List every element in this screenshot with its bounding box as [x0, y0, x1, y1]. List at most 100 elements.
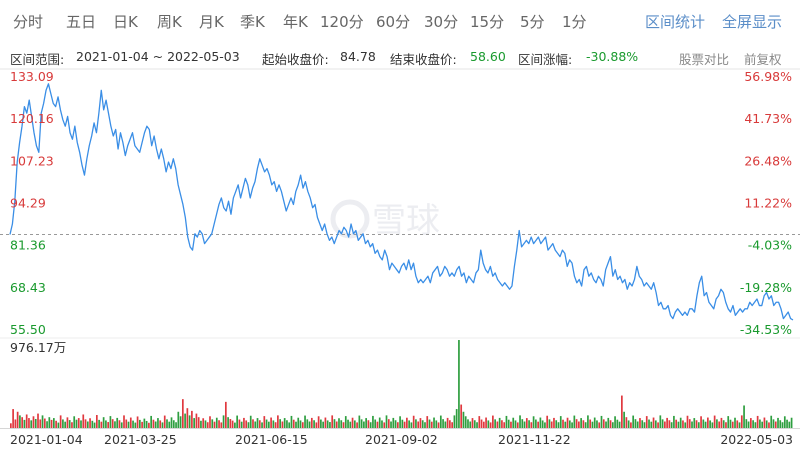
- volume-bar: [480, 419, 483, 428]
- volume-bar: [503, 422, 506, 428]
- volume-bar: [240, 421, 243, 428]
- volume-bar: [550, 421, 553, 428]
- volume-bar: [684, 422, 687, 428]
- volume-bar: [661, 419, 664, 428]
- volume-bar: [727, 416, 730, 428]
- volume-bar: [611, 422, 614, 428]
- volume-bar: [317, 416, 320, 428]
- tab-9[interactable]: 30分: [424, 13, 459, 31]
- volume-bar: [71, 422, 73, 428]
- tab-11[interactable]: 5分: [520, 13, 545, 31]
- volume-bar: [559, 416, 562, 428]
- volume-bar: [578, 421, 580, 428]
- tab-7[interactable]: 120分: [320, 13, 364, 31]
- start-close-value: 84.78: [340, 49, 376, 64]
- volume-bar: [390, 421, 392, 428]
- volume-bar: [163, 415, 166, 428]
- volume-bar: [501, 420, 503, 428]
- end-close-value: 58.60: [470, 49, 506, 64]
- tab-0[interactable]: 分时: [13, 13, 44, 31]
- volume-bar: [168, 421, 171, 428]
- range-change-value: -30.88%: [586, 49, 639, 64]
- tab-4[interactable]: 月K: [199, 13, 224, 31]
- volume-bar: [630, 422, 632, 428]
- volume-bar: [222, 415, 225, 428]
- volume-bar: [598, 422, 601, 428]
- volume-bar: [593, 417, 596, 428]
- volume-bar: [331, 415, 334, 428]
- volume-bar: [729, 419, 732, 428]
- volume-bar: [46, 421, 48, 428]
- volume-bar: [580, 418, 582, 428]
- volume-bar: [191, 410, 193, 428]
- volume-bar: [14, 419, 17, 428]
- fullscreen-button[interactable]: 全屏显示: [722, 13, 783, 31]
- volume-bar: [41, 415, 44, 428]
- volume-bar: [498, 417, 501, 428]
- volume-bar: [234, 422, 236, 428]
- volume-bar: [184, 413, 186, 428]
- tab-10[interactable]: 15分: [470, 13, 505, 31]
- volume-bar: [544, 422, 546, 428]
- volume-bar: [338, 418, 340, 428]
- volume-bar: [539, 417, 542, 428]
- volume-bar: [650, 421, 653, 428]
- volume-bar: [209, 416, 211, 428]
- volume-bar: [277, 415, 279, 428]
- volume-bar: [471, 418, 474, 428]
- range-stats-button[interactable]: 区间统计: [645, 13, 706, 31]
- volume-bar: [55, 420, 57, 428]
- volume-bar: [286, 420, 288, 428]
- volume-bar: [62, 419, 64, 428]
- volume-bar: [308, 421, 311, 428]
- volume-bar: [143, 418, 146, 428]
- volume-bar: [340, 420, 343, 428]
- tab-5[interactable]: 季K: [240, 13, 265, 31]
- volume-bar: [777, 417, 779, 428]
- price-tick-label: 81.36: [10, 238, 46, 253]
- volume-bar: [365, 418, 367, 428]
- volume-bar: [566, 417, 569, 428]
- volume-bar: [406, 417, 408, 428]
- tab-1[interactable]: 五日: [66, 13, 97, 31]
- volume-bar: [469, 421, 472, 428]
- volume-bar: [84, 419, 87, 428]
- volume-bar: [736, 420, 739, 428]
- volume-bar: [381, 420, 383, 428]
- volume-bar: [618, 421, 621, 428]
- volume-bar: [677, 421, 680, 428]
- pct-tick-label: -4.03%: [748, 238, 792, 253]
- volume-bar: [747, 421, 750, 428]
- tab-3[interactable]: 周K: [157, 13, 182, 31]
- volume-bar: [39, 419, 42, 428]
- volume-bar: [138, 419, 141, 428]
- volume-bar: [304, 415, 306, 428]
- tab-8[interactable]: 60分: [376, 13, 411, 31]
- tab-12[interactable]: 1分: [562, 13, 587, 31]
- volume-bar: [111, 419, 114, 428]
- volume-bar: [89, 418, 91, 428]
- tab-6[interactable]: 年K: [283, 13, 308, 31]
- volume-bar: [458, 340, 460, 428]
- volume-bar: [80, 420, 82, 428]
- tab-2[interactable]: 日K: [113, 13, 138, 31]
- volume-bar: [102, 417, 105, 428]
- volume-bar: [206, 422, 209, 428]
- forward-adjust-link[interactable]: 前复权: [744, 52, 782, 67]
- volume-bar: [197, 417, 200, 428]
- price-tick-label: 133.09: [10, 69, 54, 84]
- volume-bar: [716, 419, 718, 428]
- volume-bar: [148, 422, 150, 428]
- stock-compare-link[interactable]: 股票对比: [679, 52, 730, 67]
- volume-bar: [621, 395, 623, 428]
- volume-bar: [530, 422, 533, 428]
- volume-bar: [763, 417, 766, 428]
- volume-bar: [394, 420, 397, 428]
- volume-bar: [261, 422, 263, 428]
- volume-bar: [754, 422, 757, 428]
- volume-bar: [464, 416, 467, 428]
- volume-bar: [64, 421, 67, 428]
- volume-bar: [478, 416, 481, 428]
- volume-bar: [639, 418, 641, 428]
- volume-bar: [249, 415, 252, 428]
